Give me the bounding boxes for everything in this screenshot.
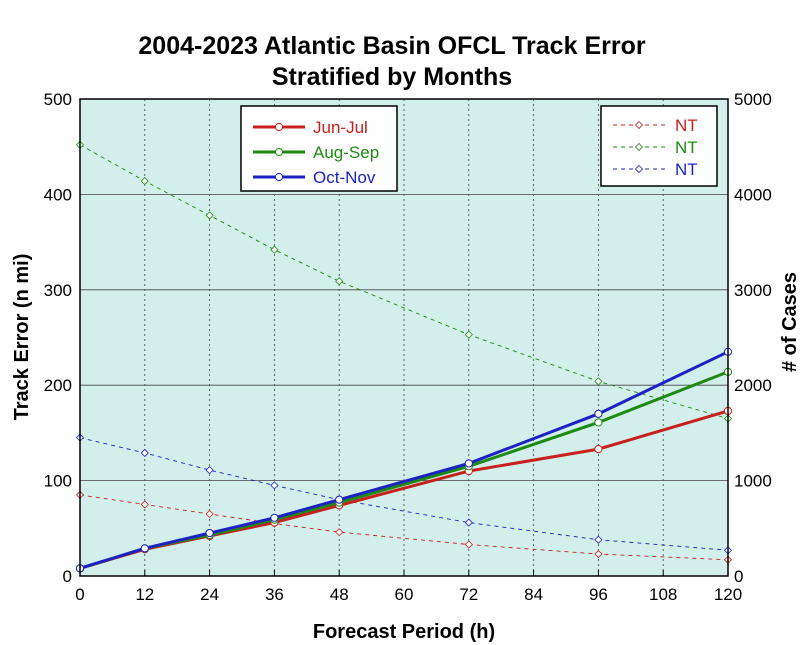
legend-cases-marker: [634, 120, 644, 130]
error-point: [335, 495, 344, 504]
x-tick-label: 12: [135, 585, 154, 604]
y2-axis-title: # of Cases: [779, 272, 800, 372]
y2-tick-label: 2000: [734, 376, 772, 395]
x-tick-label: 0: [75, 585, 84, 604]
cases-point: [464, 330, 473, 339]
y2-axis-ticks: 0 1000 2000 3000 4000 5000: [734, 90, 772, 586]
y-tick-label: 300: [44, 281, 72, 300]
legend-error-marker: [274, 147, 284, 157]
y-tick-label: 0: [63, 567, 72, 586]
x-tick-label: 60: [395, 585, 414, 604]
cases-point: [270, 481, 279, 490]
cases-point: [464, 518, 473, 527]
x-tick-label: 96: [589, 585, 608, 604]
cases-point: [335, 528, 344, 537]
cases-point: [140, 500, 149, 509]
x-tick-label: 24: [200, 585, 219, 604]
legend-error-label: Jun-Jul: [313, 118, 368, 137]
legend-cases-label: NT: [675, 160, 698, 179]
y-axis-ticks: 0 100 200 300 400 500: [44, 90, 72, 586]
cases-point: [594, 377, 603, 386]
legend-cases: NT NT NT: [600, 105, 718, 187]
y2-tick-label: 0: [734, 567, 743, 586]
cases-line-1: [79, 144, 729, 420]
chart-title-line2: Stratified by Months: [272, 63, 512, 91]
x-tick-label: 108: [649, 585, 677, 604]
y-axis-title: Track Error (n mi): [11, 254, 33, 421]
cases-point: [270, 245, 279, 254]
cases-point: [594, 549, 603, 559]
cases-point: [594, 535, 603, 544]
y2-tick-label: 4000: [734, 185, 772, 204]
error-point: [594, 418, 603, 427]
y-tick-label: 100: [44, 472, 72, 491]
cases-point: [140, 448, 149, 457]
y2-tick-label: 1000: [734, 472, 772, 491]
cases-point: [140, 176, 149, 186]
legend-cases-label: NT: [675, 116, 698, 135]
y2-tick-label: 5000: [734, 90, 772, 109]
error-point: [464, 459, 473, 468]
y-tick-label: 500: [44, 90, 72, 109]
x-tick-label: 72: [459, 585, 478, 604]
cases-point: [205, 509, 214, 519]
x-tick-label: 48: [330, 585, 349, 604]
error-point: [594, 409, 603, 418]
error-point: [205, 528, 214, 538]
error-series: [75, 347, 733, 573]
legend-error-marker: [274, 122, 284, 132]
error-point: [140, 544, 149, 553]
x-tick-label: 84: [524, 585, 543, 604]
cases-point: [335, 277, 344, 286]
legend-cases-marker: [634, 142, 644, 152]
error-point: [270, 513, 279, 522]
chart-title-line1: 2004-2023 Atlantic Basin OFCL Track Erro…: [138, 32, 645, 60]
y-tick-label: 400: [44, 185, 72, 204]
cases-point: [205, 211, 214, 220]
x-tick-label: 120: [714, 585, 742, 604]
legend-error-label: Aug-Sep: [313, 143, 379, 162]
legend-cases-marker: [634, 164, 644, 174]
legend-cases-label: NT: [675, 138, 698, 157]
x-axis-title: Forecast Period (h): [313, 621, 495, 643]
x-axis-ticks: 0 12 24 36 48 60 72 84 96 108 120: [75, 570, 742, 604]
legend-error-marker: [274, 172, 284, 182]
cases-line-2: [79, 437, 729, 551]
error-point: [594, 445, 603, 454]
y-tick-label: 200: [44, 376, 72, 395]
legend-error: Jun-Jul Aug-Sep Oct-Nov: [240, 105, 398, 192]
legend-error-label: Oct-Nov: [313, 168, 376, 187]
cases-point: [205, 466, 214, 475]
cases-point: [464, 540, 473, 549]
y2-tick-label: 3000: [734, 281, 772, 300]
error-line-2: [79, 350, 729, 570]
x-tick-label: 36: [265, 585, 284, 604]
